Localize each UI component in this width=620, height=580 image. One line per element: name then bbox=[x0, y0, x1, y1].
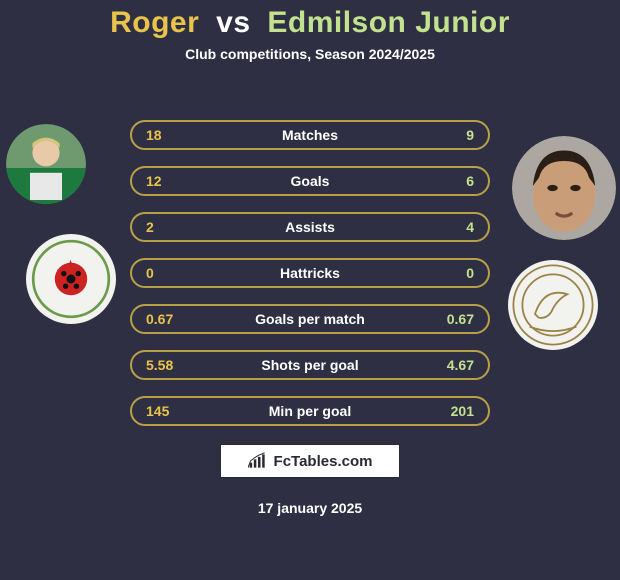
stat-row: 0.67Goals per match0.67 bbox=[130, 304, 490, 334]
stat-p2-value: 9 bbox=[424, 127, 474, 143]
stat-p2-value: 6 bbox=[424, 173, 474, 189]
title-vs: vs bbox=[216, 6, 250, 39]
player2-avatar-icon bbox=[512, 136, 616, 240]
stat-p1-value: 0 bbox=[146, 265, 196, 281]
stat-p2-value: 201 bbox=[424, 403, 474, 419]
player2-club-badge bbox=[508, 260, 598, 350]
fctables-logo: FcTables.com bbox=[220, 444, 400, 478]
player2-name: Edmilson Junior bbox=[267, 6, 510, 39]
stat-label: Shots per goal bbox=[196, 357, 424, 373]
bar-chart-icon bbox=[248, 452, 268, 470]
stat-p2-value: 4.67 bbox=[424, 357, 474, 373]
club-badge-2-icon bbox=[508, 260, 598, 350]
stat-label: Hattricks bbox=[196, 265, 424, 281]
stat-p2-value: 0 bbox=[424, 265, 474, 281]
player1-name: Roger bbox=[110, 6, 199, 39]
page-title: Roger vs Edmilson Junior bbox=[0, 0, 620, 40]
logo-text: FcTables.com bbox=[274, 453, 373, 470]
stat-p1-value: 0.67 bbox=[146, 311, 196, 327]
stat-label: Goals bbox=[196, 173, 424, 189]
stat-row: 145Min per goal201 bbox=[130, 396, 490, 426]
stat-row: 12Goals6 bbox=[130, 166, 490, 196]
stat-p1-value: 18 bbox=[146, 127, 196, 143]
stat-label: Matches bbox=[196, 127, 424, 143]
stat-p1-value: 2 bbox=[146, 219, 196, 235]
stat-label: Goals per match bbox=[196, 311, 424, 327]
stat-row: 5.58Shots per goal4.67 bbox=[130, 350, 490, 380]
stat-p2-value: 0.67 bbox=[424, 311, 474, 327]
comparison-container: Roger vs Edmilson Junior Club competitio… bbox=[0, 0, 620, 580]
player1-club-badge bbox=[26, 234, 116, 324]
stats-table: 18Matches9 12Goals6 2Assists4 0Hattricks0 0.… bbox=[130, 120, 490, 442]
stat-label: Assists bbox=[196, 219, 424, 235]
stat-p2-value: 4 bbox=[424, 219, 474, 235]
stat-row: 18Matches9 bbox=[130, 120, 490, 150]
club-badge-1-icon bbox=[26, 234, 116, 324]
stat-p1-value: 5.58 bbox=[146, 357, 196, 373]
date-label: 17 january 2025 bbox=[0, 500, 620, 516]
player1-avatar-icon bbox=[6, 124, 86, 204]
player2-avatar bbox=[512, 136, 616, 240]
stat-p1-value: 145 bbox=[146, 403, 196, 419]
stat-row: 2Assists4 bbox=[130, 212, 490, 242]
stat-row: 0Hattricks0 bbox=[130, 258, 490, 288]
stat-label: Min per goal bbox=[196, 403, 424, 419]
stat-p1-value: 12 bbox=[146, 173, 196, 189]
player1-avatar bbox=[6, 124, 86, 204]
subtitle: Club competitions, Season 2024/2025 bbox=[0, 46, 620, 62]
